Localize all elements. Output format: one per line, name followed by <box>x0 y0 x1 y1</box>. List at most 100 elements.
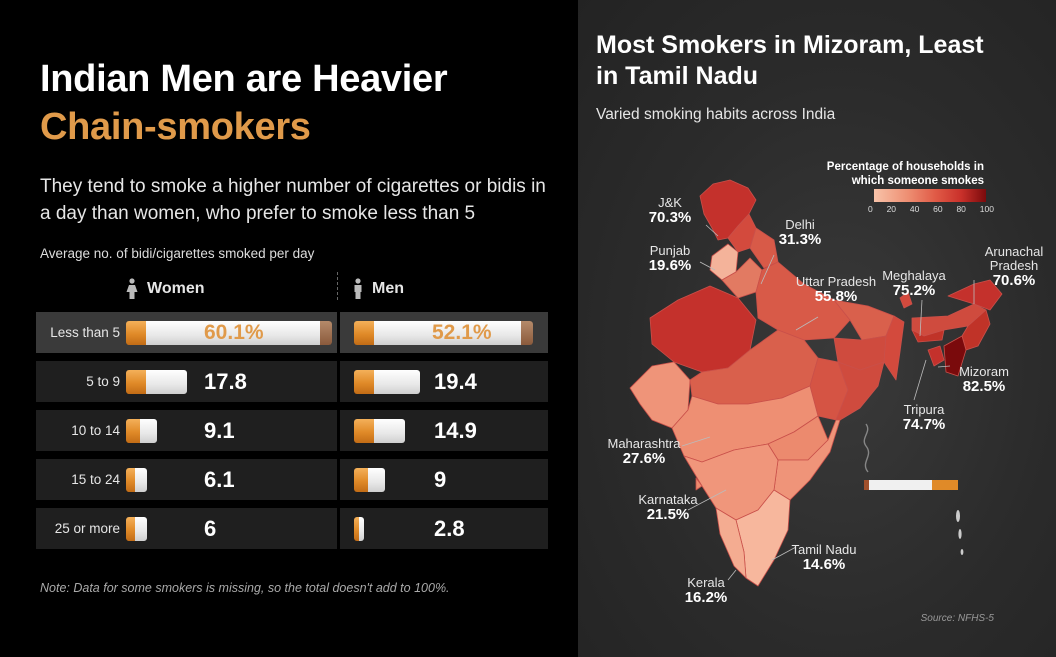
row-divider <box>337 459 340 500</box>
state-label: J&K 70.3% <box>624 196 716 226</box>
state-value: 75.2% <box>892 282 936 299</box>
row-divider <box>337 410 340 451</box>
andaman-islands <box>956 510 964 555</box>
cigarette-illustration <box>863 423 958 490</box>
title-line2: Chain-smokers <box>40 106 311 148</box>
state-label: Tripura 74.7% <box>878 402 970 433</box>
cigarette-filter <box>354 468 368 492</box>
men-header-label: Men <box>372 280 404 297</box>
legend-tick: 40 <box>909 204 920 214</box>
legend-tick: 0 <box>868 204 873 214</box>
legend-ticks: 0 20 40 60 80 100 <box>868 204 994 214</box>
state-value: 70.6% <box>992 272 1036 289</box>
row-divider <box>337 312 340 353</box>
subtitle: They tend to smoke a higher number of ci… <box>40 176 546 224</box>
men-value-label: 9 <box>434 466 447 492</box>
state-label: Tamil Nadu 14.6% <box>778 542 870 573</box>
women-value-label: 60.1% <box>204 320 264 344</box>
footnote: Note: Data for some smokers is missing, … <box>40 581 450 595</box>
source-credit: Source: NFHS-5 <box>920 613 994 624</box>
legend-title: Percentage of households in which someon… <box>827 160 984 188</box>
bar-row: 15 to 24 6.1 9 <box>36 459 548 500</box>
cigarette-paper <box>135 468 147 492</box>
category-label: Less than 5 <box>50 325 120 340</box>
state-label: Uttar Pradesh 55.8% <box>790 274 882 305</box>
map-title: Most Smokers in Mizoram, Least in Tamil … <box>596 31 984 90</box>
men-column-header: Men <box>352 278 404 300</box>
women-cigarette-bar <box>126 370 187 394</box>
bar-row: 25 or more 6 2.8 <box>36 508 548 549</box>
india-map <box>629 179 1003 587</box>
category-label: 10 to 14 <box>71 423 120 438</box>
state-name: Uttar Pradesh <box>795 274 877 289</box>
state-value: 55.8% <box>814 288 858 305</box>
region-goa <box>695 477 703 491</box>
region-tripura <box>927 345 945 367</box>
state-name: Meghalaya <box>882 268 946 283</box>
state-value: 27.6% <box>622 450 666 467</box>
legend-tick: 100 <box>979 204 994 214</box>
women-cigarette-bar <box>126 468 147 492</box>
cigarette-paper <box>146 370 187 394</box>
cigarette-paper <box>140 419 158 443</box>
region-sikkim <box>899 291 913 309</box>
label-leader-lines <box>681 224 975 581</box>
men-value-label: 2.8 <box>434 515 465 541</box>
cigarette-filter <box>354 517 359 541</box>
man-icon <box>354 278 362 299</box>
cigarette-paper <box>135 517 147 541</box>
right-panel: Most Smokers in Mizoram, Least in Tamil … <box>578 0 1056 657</box>
cigarette-filter <box>126 370 146 394</box>
state-value: 31.3% <box>778 231 822 248</box>
state-label: Karnataka 21.5% <box>622 492 714 523</box>
cigarette-paper <box>374 419 406 443</box>
state-label: Mizoram 82.5% <box>938 364 1030 395</box>
men-value-label: 52.1% <box>432 320 492 344</box>
cigarette-ash <box>520 321 533 345</box>
women-value-label: 17.8 <box>204 368 247 394</box>
region-meghalaya <box>911 329 945 343</box>
state-label: Meghalaya 75.2% <box>868 268 960 299</box>
cigarette-filter <box>126 517 136 541</box>
legend-title-line2: which someone smokes <box>851 175 984 187</box>
map-subtitle: Varied smoking habits across India <box>596 106 836 123</box>
state-name: Karnataka <box>638 492 698 507</box>
cigarette-filter <box>126 419 141 443</box>
cigarette-filter <box>354 321 374 345</box>
women-cigarette-bar <box>126 517 147 541</box>
women-value-label: 6.1 <box>204 466 235 492</box>
state-value: 82.5% <box>962 378 1006 395</box>
state-name: Tamil Nadu <box>791 542 857 557</box>
state-label: Punjab 19.6% <box>624 244 716 274</box>
state-name: Mizoram <box>959 364 1009 379</box>
cigarette-filter <box>126 321 146 345</box>
men-cigarette-bar <box>354 321 533 345</box>
cigarette-paper <box>146 321 320 345</box>
state-name: Tripura <box>903 402 945 417</box>
men-cigarette-bar <box>354 468 385 492</box>
state-label: Delhi 31.3% <box>754 217 846 248</box>
region-uttarakhand <box>749 227 779 269</box>
title-line1: Indian Men are Heavier <box>40 58 448 100</box>
column-divider <box>337 272 338 300</box>
state-value: 74.7% <box>902 416 946 433</box>
men-cigarette-bar <box>354 419 406 443</box>
state-label: Kerala 16.2% <box>660 575 752 606</box>
bar-row: 5 to 9 17.8 19.4 <box>36 361 548 402</box>
region-odisha <box>835 361 885 421</box>
women-column-header: Women <box>125 278 204 300</box>
category-label: 5 to 9 <box>86 374 120 389</box>
left-panel: Indian Men are Heavier Chain-smokers The… <box>36 58 548 595</box>
axis-label: Average no. of bidi/cigarettes smoked pe… <box>40 246 315 261</box>
state-name: Kerala <box>687 575 725 590</box>
cigarette-paper <box>374 321 521 345</box>
women-value-label: 6 <box>204 515 217 541</box>
legend-title-line1: Percentage of households in <box>826 161 984 173</box>
bar-row: Less than 5 60.1% 52.1% <box>36 312 548 353</box>
cigarette-paper <box>358 517 364 541</box>
cigarette-paper <box>374 370 421 394</box>
state-name: Delhi <box>785 217 815 232</box>
men-cigarette-bar <box>354 370 421 394</box>
woman-icon <box>126 278 138 299</box>
cigarette-filter <box>354 370 374 394</box>
